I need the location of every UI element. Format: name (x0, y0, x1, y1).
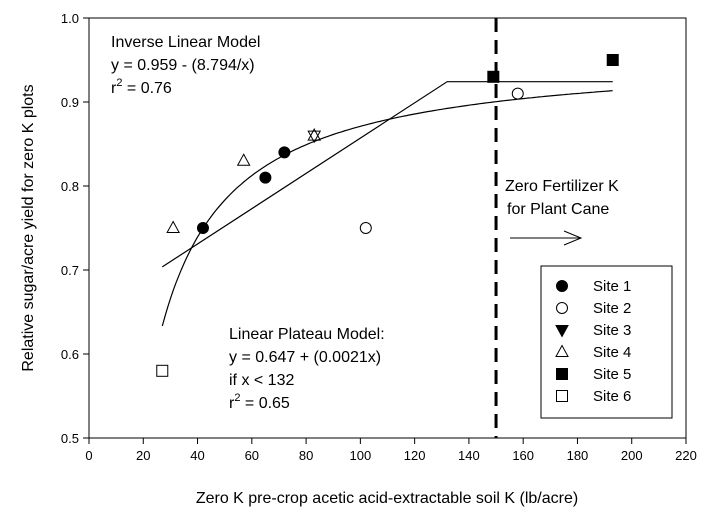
data-point-site-4 (166, 220, 180, 233)
legend-label-site-3: Site 3 (593, 322, 631, 339)
x-tick-label: 40 (190, 448, 204, 463)
data-point-site-4 (307, 128, 322, 141)
x-tick-label: 180 (567, 448, 589, 463)
x-tick-label: 0 (85, 448, 92, 463)
data-point-site-5 (487, 70, 500, 83)
inverse-linear-model-curve (161, 90, 613, 327)
y-tick-label: 0.8 (61, 179, 79, 194)
plot-frame (88, 17, 687, 439)
legend-marker-site-1 (556, 280, 568, 292)
plateau-model-equation: y = 0.647 + (0.0021x) (229, 349, 381, 366)
zero-k-label-line2: for Plant Cane (507, 201, 609, 218)
data-points (156, 54, 619, 377)
data-point-site-5 (606, 54, 619, 66)
plateau-model-title: Linear Plateau Model: (229, 326, 385, 343)
plateau-model-condition: if x < 132 (229, 372, 294, 389)
data-point-site-3 (307, 130, 322, 144)
y-axis-title: Relative sugar/acre yield for zero K plo… (20, 84, 37, 371)
y-tick-label: 0.6 (61, 347, 79, 362)
y-tick-label: 1.0 (61, 11, 79, 26)
x-tick-label: 140 (458, 448, 480, 463)
data-point-site-1 (196, 222, 209, 234)
legend-marker-site-4 (555, 344, 569, 357)
x-axis: 0 20 40 60 80 100 120 140 160 180 200 220 (85, 438, 697, 463)
inverse-model-title: Inverse Linear Model (111, 34, 260, 51)
y-tick-label: 0.5 (61, 431, 79, 446)
plateau-model-r2: r2 = 0.65 (229, 392, 290, 412)
data-point-site-6 (156, 364, 169, 377)
legend-label-site-6: Site 6 (593, 388, 631, 405)
x-tick-label: 160 (512, 448, 534, 463)
data-point-site-2 (511, 87, 524, 100)
x-tick-label: 200 (621, 448, 643, 463)
data-point-site-2 (359, 222, 372, 234)
legend-label-site-5: Site 5 (593, 366, 631, 383)
x-tick-label: 80 (299, 448, 313, 463)
legend-label-site-2: Site 2 (593, 300, 631, 317)
x-tick-label: 100 (350, 448, 372, 463)
data-point-site-1 (278, 146, 291, 159)
data-point-site-4 (236, 153, 251, 166)
x-tick-label: 60 (245, 448, 259, 463)
legend: Site 1 Site 2 Site 3 Site 4 Site 5 Site 6 (555, 278, 631, 405)
inverse-model-r2: r2 = 0.76 (111, 77, 172, 97)
legend-marker-site-2 (556, 302, 568, 314)
y-tick-label: 0.7 (61, 263, 79, 278)
legend-marker-site-6 (556, 390, 568, 402)
x-tick-label: 20 (136, 448, 150, 463)
zero-k-label-line1: Zero Fertilizer K (505, 178, 619, 195)
legend-label-site-1: Site 1 (593, 278, 631, 295)
x-axis-title: Zero K pre-crop acetic acid-extractable … (196, 490, 578, 507)
x-tick-label: 120 (404, 448, 426, 463)
linear-plateau-model-curve (161, 81, 613, 268)
y-tick-label: 0.9 (61, 95, 79, 110)
data-point-site-1 (259, 171, 272, 184)
y-axis: 0.5 0.6 0.7 0.8 0.9 1.0 (61, 11, 89, 446)
inverse-model-equation: y = 0.959 - (8.794/x) (111, 57, 255, 74)
x-tick-label: 220 (675, 448, 697, 463)
legend-label-site-4: Site 4 (593, 344, 631, 361)
legend-marker-site-3 (555, 325, 569, 338)
zero-k-arrow-head-icon (563, 230, 583, 246)
legend-marker-site-5 (556, 368, 568, 380)
